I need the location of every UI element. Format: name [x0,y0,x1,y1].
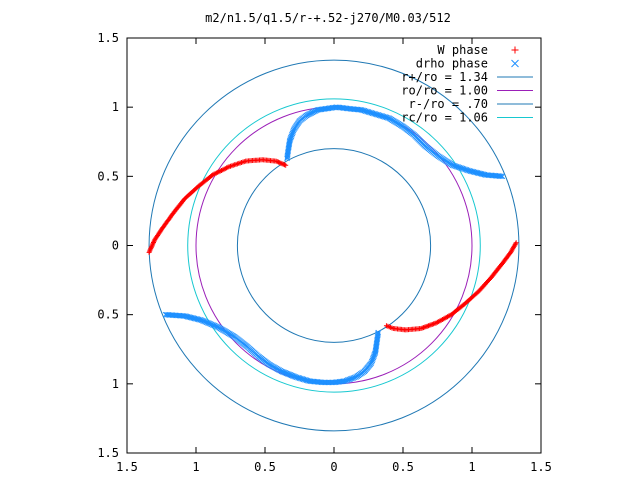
drho-phase-point [498,173,504,180]
y-tick-label: 1.5 [97,31,119,45]
x-tick-label: 1 [468,460,475,474]
legend-label: drho phase [416,57,488,71]
legend-label: r+/ro = 1.34 [401,70,488,84]
y-tick-label: 0.5 [97,308,119,322]
y-tick-label: 0.5 [97,169,119,183]
y-tick-label: 1 [112,100,119,114]
drho-phase-point [499,173,506,180]
x-tick-label: 1.5 [116,460,138,474]
drho-phase-point [162,311,169,318]
x-tick-label: 0.5 [392,460,414,474]
chart-title: m2/n1.5/q1.5/r-+.52-j270/M0.03/512 [205,11,451,25]
x-tick-label: 0 [330,460,337,474]
y-tick-label: 1.5 [97,446,119,460]
legend-label: r-/ro = .70 [409,97,488,111]
legend-label: W phase [437,43,488,57]
drho-phase-point [164,311,170,318]
axis-ticks: 1.5 1 0.5 0 0.5 1 1.51.510.500.511.5 [97,31,552,474]
legend-marker-sample [511,46,519,54]
phase-markers [146,104,519,386]
legend-label: ro/ro = 1.00 [401,84,488,98]
x-tick-label: 1.5 [530,460,552,474]
x-tick-label: 1 [192,460,199,474]
x-tick-label: 0.5 [254,460,276,474]
radius-circle [187,98,481,393]
y-tick-label: 0 [112,239,119,253]
y-tick-label: 1 [112,377,119,391]
w-phase-point [283,162,289,168]
w-phase-point [383,323,389,329]
legend-marker-sample [511,59,519,68]
radius-circle [236,148,432,343]
legend-label: rc/ro = 1.06 [401,111,488,125]
radius-circle [148,59,520,432]
